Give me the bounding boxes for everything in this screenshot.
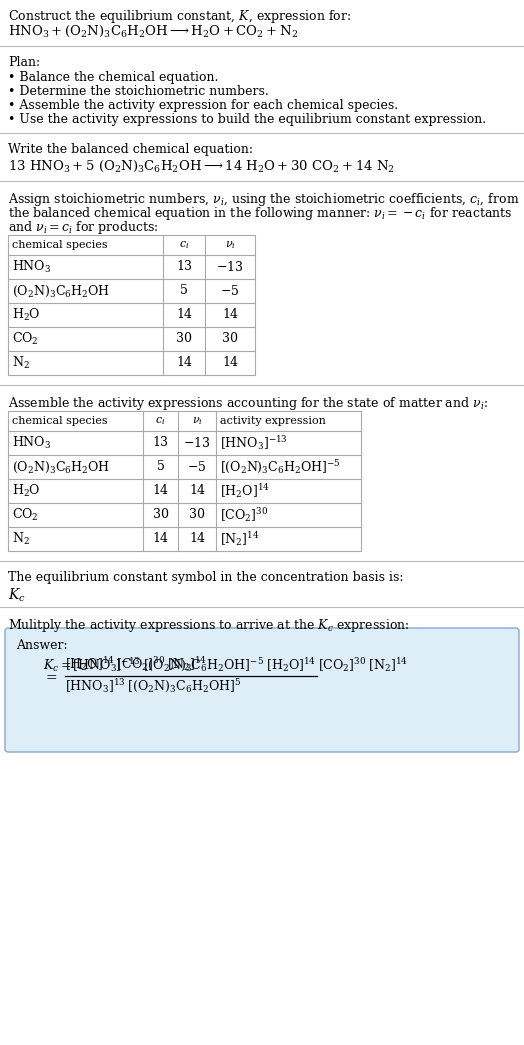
Text: 14: 14 xyxy=(152,485,169,497)
Bar xyxy=(8,235,255,375)
Text: 14: 14 xyxy=(222,356,238,370)
Text: $-5$: $-5$ xyxy=(187,460,206,474)
Text: $\mathrm{HNO_3}$: $\mathrm{HNO_3}$ xyxy=(12,259,51,275)
Text: $-13$: $-13$ xyxy=(216,260,244,274)
Text: $-5$: $-5$ xyxy=(220,284,239,298)
Text: 14: 14 xyxy=(222,308,238,322)
Text: $\mathrm{13\ HNO_3 + 5\ (O_2N)_3C_6H_2OH \longrightarrow 14\ H_2O + 30\ CO_2 + 1: $\mathrm{13\ HNO_3 + 5\ (O_2N)_3C_6H_2OH… xyxy=(8,159,395,175)
Text: Answer:: Answer: xyxy=(16,638,68,652)
Text: $c_i$: $c_i$ xyxy=(155,415,166,427)
Text: • Assemble the activity expression for each chemical species.: • Assemble the activity expression for e… xyxy=(8,99,398,112)
Text: $\nu_i$: $\nu_i$ xyxy=(192,415,202,427)
Text: 13: 13 xyxy=(152,437,169,449)
Text: Assemble the activity expressions accounting for the state of matter and $\nu_i$: Assemble the activity expressions accoun… xyxy=(8,395,488,412)
Text: $c_i$: $c_i$ xyxy=(179,239,189,251)
Text: 30: 30 xyxy=(189,509,205,521)
Text: and $\nu_i = c_i$ for products:: and $\nu_i = c_i$ for products: xyxy=(8,219,159,236)
Text: $=$: $=$ xyxy=(43,669,58,683)
Text: $\mathrm{CO_2}$: $\mathrm{CO_2}$ xyxy=(12,507,39,524)
Text: $[\mathrm{N_2}]^{14}$: $[\mathrm{N_2}]^{14}$ xyxy=(220,530,260,548)
Text: • Use the activity expressions to build the equilibrium constant expression.: • Use the activity expressions to build … xyxy=(8,113,486,126)
Text: $K_c = [\mathrm{HNO_3}]^{-13}\;[(\mathrm{O_2N})_3\mathrm{C_6H_2OH}]^{-5}\;[\math: $K_c = [\mathrm{HNO_3}]^{-13}\;[(\mathrm… xyxy=(43,657,408,674)
Text: $-13$: $-13$ xyxy=(183,436,211,450)
Text: The equilibrium constant symbol in the concentration basis is:: The equilibrium constant symbol in the c… xyxy=(8,571,403,584)
Text: $\mathrm{H_2O}$: $\mathrm{H_2O}$ xyxy=(12,307,40,323)
Text: • Balance the chemical equation.: • Balance the chemical equation. xyxy=(8,71,219,84)
Text: Plan:: Plan: xyxy=(8,56,40,69)
Text: $\mathrm{N_2}$: $\mathrm{N_2}$ xyxy=(12,355,30,371)
Text: chemical species: chemical species xyxy=(12,240,107,250)
Text: Assign stoichiometric numbers, $\nu_i$, using the stoichiometric coefficients, $: Assign stoichiometric numbers, $\nu_i$, … xyxy=(8,191,519,208)
Text: the balanced chemical equation in the following manner: $\nu_i = -c_i$ for react: the balanced chemical equation in the fo… xyxy=(8,205,512,222)
Text: $\mathrm{HNO_3}$: $\mathrm{HNO_3}$ xyxy=(12,435,51,451)
Text: $\mathrm{H_2O}$: $\mathrm{H_2O}$ xyxy=(12,483,40,500)
Bar xyxy=(8,411,361,551)
Text: 30: 30 xyxy=(222,332,238,346)
Text: 14: 14 xyxy=(176,308,192,322)
Text: 30: 30 xyxy=(176,332,192,346)
Text: 14: 14 xyxy=(189,485,205,497)
Text: $\mathrm{(O_2N)_3C_6H_2OH}$: $\mathrm{(O_2N)_3C_6H_2OH}$ xyxy=(12,283,110,299)
Text: Construct the equilibrium constant, $K$, expression for:: Construct the equilibrium constant, $K$,… xyxy=(8,8,351,25)
Text: • Determine the stoichiometric numbers.: • Determine the stoichiometric numbers. xyxy=(8,85,269,98)
Text: 14: 14 xyxy=(176,356,192,370)
Text: 5: 5 xyxy=(157,461,165,473)
Text: 5: 5 xyxy=(180,284,188,298)
Text: Mulitply the activity expressions to arrive at the $K_c$ expression:: Mulitply the activity expressions to arr… xyxy=(8,617,409,634)
Text: $\mathrm{(O_2N)_3C_6H_2OH}$: $\mathrm{(O_2N)_3C_6H_2OH}$ xyxy=(12,460,110,474)
Text: $K_c$: $K_c$ xyxy=(8,587,26,604)
Text: $\mathrm{N_2}$: $\mathrm{N_2}$ xyxy=(12,531,30,547)
Text: $\nu_i$: $\nu_i$ xyxy=(225,239,235,251)
Text: Write the balanced chemical equation:: Write the balanced chemical equation: xyxy=(8,143,253,156)
Text: 30: 30 xyxy=(152,509,169,521)
Text: 14: 14 xyxy=(152,533,169,545)
Text: chemical species: chemical species xyxy=(12,416,107,426)
Text: $[\mathrm{HNO_3}]^{-13}$: $[\mathrm{HNO_3}]^{-13}$ xyxy=(220,434,288,452)
Text: $\mathrm{CO_2}$: $\mathrm{CO_2}$ xyxy=(12,331,39,347)
Text: $\mathrm{HNO_3 + (O_2N)_3C_6H_2OH \longrightarrow H_2O + CO_2 + N_2}$: $\mathrm{HNO_3 + (O_2N)_3C_6H_2OH \longr… xyxy=(8,24,298,40)
Text: 13: 13 xyxy=(176,260,192,274)
Text: $[\mathrm{H_2O}]^{14}\;[\mathrm{CO_2}]^{30}\;[\mathrm{N_2}]^{14}$: $[\mathrm{H_2O}]^{14}\;[\mathrm{CO_2}]^{… xyxy=(65,655,207,673)
Text: 14: 14 xyxy=(189,533,205,545)
FancyBboxPatch shape xyxy=(5,628,519,752)
Text: $[(\mathrm{O_2N})_3\mathrm{C_6H_2OH}]^{-5}$: $[(\mathrm{O_2N})_3\mathrm{C_6H_2OH}]^{-… xyxy=(220,459,341,475)
Text: $[\mathrm{H_2O}]^{14}$: $[\mathrm{H_2O}]^{14}$ xyxy=(220,482,270,500)
Text: activity expression: activity expression xyxy=(220,416,326,426)
Text: $[\mathrm{HNO_3}]^{13}\;[(\mathrm{O_2N})_3\mathrm{C_6H_2OH}]^{5}$: $[\mathrm{HNO_3}]^{13}\;[(\mathrm{O_2N})… xyxy=(65,678,241,695)
Text: $[\mathrm{CO_2}]^{30}$: $[\mathrm{CO_2}]^{30}$ xyxy=(220,506,268,524)
